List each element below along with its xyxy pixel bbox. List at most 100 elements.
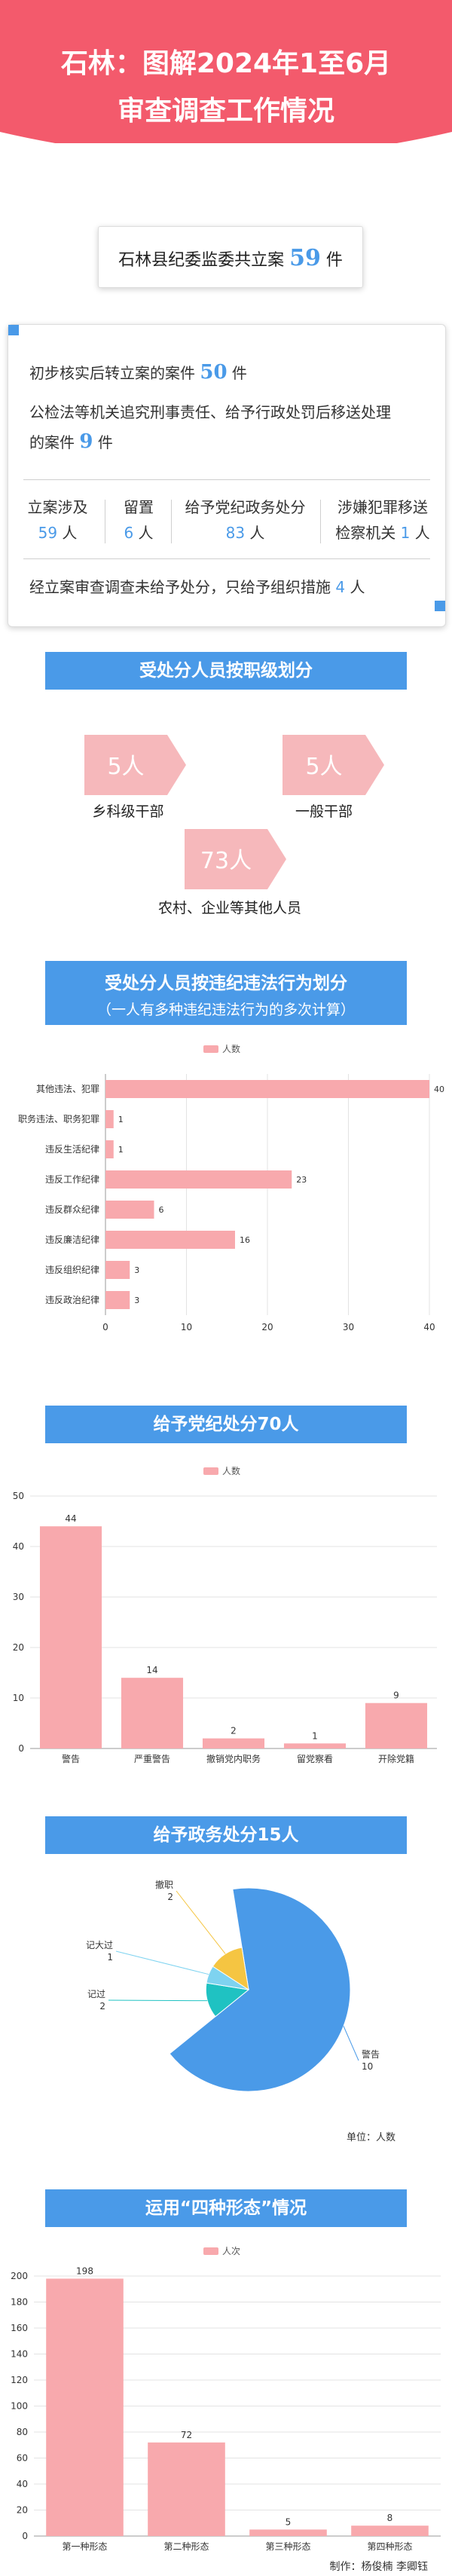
y-tick-label: 0 [22,2531,28,2541]
y-tick-label: 160 [11,2323,28,2333]
legend-swatch [203,1467,218,1475]
stat-cell-detention: 留置 6 人 [124,498,154,542]
stat-cell-discipline: 给予党纪政务处分 83 人 [185,498,306,542]
y-tick-label: 180 [11,2297,28,2308]
cell-separator [171,500,172,543]
bar [105,1261,130,1279]
callout-line [176,1890,226,1954]
legend-swatch [203,2247,218,2255]
bar [105,1140,114,1158]
data-label: 3 [134,1296,139,1305]
detail-box: 初步核实后转立案的案件 50 件 公检法等机关追究刑事责任、给予行政处罚后移送处… [8,324,446,627]
chart-violation: 人数 0 10 20 30 40 其他违法、犯罪 40 职务违法、职务犯罪 1 违反生活纪律 1 违反工… [18,1043,444,1332]
y-tick-label: 40 [13,1541,24,1552]
category-label: 违反群众纪律 [45,1204,99,1215]
detail-line-2: 公检法等机关追究刑事责任、给予行政处罚后移送处理 [29,403,391,421]
data-label: 23 [296,1175,307,1185]
bar [283,1743,347,1748]
bar [351,2526,429,2536]
chart-forms: 人次 0 20 40 60 80 100 120 140 160 180 200 198 第一种形态 72 第… [11,2246,441,2552]
bar [121,1678,184,1748]
corner-mark-bottom-right [435,601,445,611]
svg-text:5人: 5人 [107,754,144,780]
y-tick-label: 120 [11,2375,28,2385]
data-label: 3 [134,1265,139,1275]
bar [148,2442,225,2536]
bar [365,1703,428,1748]
header-banner [0,0,452,143]
detail-line-1: 初步核实后转立案的案件 50 件 [29,361,247,384]
y-tick-label: 0 [18,1743,24,1754]
data-label: 1 [118,1145,124,1155]
detail-line-3: 的案件 9 件 [29,430,113,453]
x-tick-label: 20 [261,1322,273,1332]
legend-label: 人数 [222,1043,240,1054]
category-label: 留党察看 [297,1753,333,1764]
credits: 制作：杨俊楠 李卿钰 [329,2561,428,2573]
slice-value: 1 [107,1952,113,1963]
category-label: 撤销党内职务 [206,1753,261,1764]
section-title-party: 给予党纪处分70人 [45,1406,407,1443]
data-label: 72 [181,2430,192,2440]
callout-line [108,1999,208,2002]
x-tick-label: 10 [181,1322,192,1332]
legend-label: 人次 [222,2246,240,2256]
svg-text:5人: 5人 [305,754,342,780]
bar [105,1231,235,1249]
data-label: 44 [65,1513,76,1524]
divider [23,479,430,480]
data-label: 16 [240,1235,250,1245]
category-label: 违反组织纪律 [45,1265,99,1275]
summary-count: 59 [289,245,321,271]
page-title-line1: 石林：图解2024年1至6月 [60,48,392,79]
category-label: 第四种形态 [367,2541,412,2552]
data-label: 1 [312,1730,318,1741]
slice-value: 10 [362,2061,373,2072]
y-tick-label: 140 [11,2349,28,2360]
slice-label: 撤职 [155,1879,173,1890]
x-tick-label: 40 [423,1322,435,1332]
callout-line [343,2026,359,2061]
slice-label: 记大过 [86,1940,113,1950]
bar [105,1201,154,1219]
x-tick-label: 30 [343,1322,354,1332]
y-tick-label: 20 [13,1642,24,1653]
y-tick-label: 30 [13,1592,24,1602]
section-title-forms: 运用“四种形态”情况 [45,2189,407,2227]
bar [46,2278,124,2536]
bar [249,2529,327,2536]
data-label: 198 [76,2265,93,2276]
category-label: 严重警告 [134,1753,170,1764]
corner-mark-top-left [8,325,19,335]
y-tick-label: 50 [13,1491,24,1501]
slice-value: 2 [99,2001,105,2012]
x-tick-label: 0 [102,1322,108,1332]
category-label: 第二种形态 [163,2541,209,2552]
rank-label-1: 乡科级干部 [92,803,164,820]
bar [105,1080,429,1098]
data-label: 1 [118,1115,124,1124]
slice-label: 警告 [362,2048,380,2060]
rank-label-3: 农村、企业等其他人员 [157,900,301,916]
cell-separator [320,500,321,543]
slice-value: 2 [167,1892,173,1902]
legend-swatch [203,1045,218,1053]
bar [39,1526,102,1748]
data-label: 6 [159,1205,164,1215]
rank-badge-3: 73人 [185,829,286,889]
bar [202,1738,265,1748]
category-label: 违反生活纪律 [45,1144,99,1155]
category-label: 违反政治纪律 [45,1295,99,1305]
pie-slice [169,1887,351,2092]
section-title-gov: 给予政务处分15人 [45,1816,407,1854]
stat-cell-case: 立案涉及 59 人 [27,498,88,542]
y-tick-label: 20 [17,2505,28,2516]
rank-badge-1: 5人 [84,735,186,795]
chart-party: 人数 0 10 20 30 40 50 44 警告 14 严重警告 2 撤销党内职务 1 留党察看 9 开除党籍 [13,1465,437,1764]
svg-text:73人: 73人 [200,848,252,874]
data-label: 40 [434,1085,444,1094]
page-title-line2: 审查调查工作情况 [117,96,334,127]
rank-badge-2: 5人 [282,735,384,795]
unit-note: 单位：人数 [347,2132,396,2143]
y-tick-label: 60 [17,2453,28,2464]
